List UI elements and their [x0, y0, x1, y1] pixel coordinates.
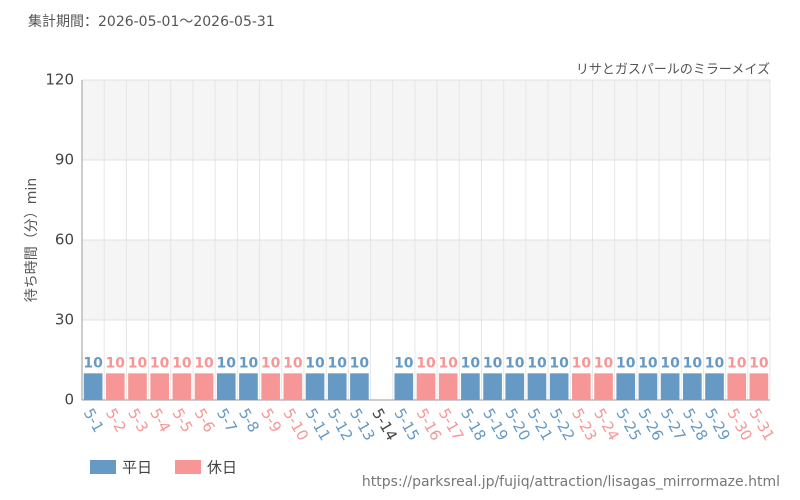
- value-label: 10: [594, 355, 614, 371]
- value-label: 10: [350, 355, 370, 371]
- bar: [549, 373, 569, 400]
- grid-band: [82, 80, 770, 160]
- y-tick-label: 60: [55, 231, 74, 249]
- bar: [616, 373, 636, 400]
- y-tick-label: 120: [45, 71, 74, 89]
- x-tick-label: 5-9: [257, 405, 285, 435]
- bar: [705, 373, 724, 400]
- bar: [416, 373, 436, 400]
- bar: [527, 373, 547, 400]
- value-label: 10: [705, 355, 725, 371]
- value-label: 10: [194, 355, 214, 371]
- value-label: 10: [483, 355, 503, 371]
- bar: [483, 373, 502, 400]
- x-tick-label: 5-3: [124, 405, 152, 435]
- value-label: 10: [261, 355, 281, 371]
- source: https://parksreal.jp/fujiq/attraction/li…: [362, 474, 780, 490]
- bar: [683, 373, 702, 400]
- value-label: 10: [305, 355, 325, 371]
- bar: [438, 373, 458, 400]
- bar: [172, 373, 192, 400]
- bar: [128, 373, 147, 400]
- bar: [194, 373, 214, 400]
- bar: [350, 373, 369, 400]
- value-label: 10: [128, 355, 148, 371]
- value-label: 10: [660, 355, 680, 371]
- value-label: 10: [172, 355, 192, 371]
- value-label: 10: [505, 355, 525, 371]
- chart-title: 集計期間：2026-05-01～2026-05-31: [28, 13, 275, 30]
- legend-swatch: [175, 460, 201, 474]
- bar: [461, 373, 480, 400]
- grid-band: [82, 240, 770, 320]
- value-label: 10: [217, 355, 237, 371]
- bar: [105, 373, 125, 400]
- bar: [239, 373, 258, 400]
- value-label: 10: [83, 355, 103, 371]
- value-label: 10: [394, 355, 414, 371]
- x-tick-label: 5-7: [213, 405, 241, 435]
- y-tick-label: 0: [64, 391, 74, 409]
- x-tick-label: 5-8: [235, 405, 263, 435]
- value-label: 10: [727, 355, 747, 371]
- value-label: 10: [438, 355, 458, 371]
- legend-label: 休日: [207, 459, 237, 477]
- y-axis-label: 待ち時間（分）min: [24, 178, 40, 302]
- bar: [638, 373, 658, 400]
- bar: [572, 373, 591, 400]
- value-label: 10: [461, 355, 481, 371]
- bar: [150, 373, 169, 400]
- x-tick-label: 5-4: [146, 405, 174, 435]
- value-label: 10: [106, 355, 126, 371]
- value-label: 10: [150, 355, 170, 371]
- bar: [660, 373, 680, 400]
- bar: [283, 373, 303, 400]
- value-label: 10: [749, 355, 769, 371]
- bar: [727, 373, 747, 400]
- bar: [505, 373, 525, 400]
- bar: [327, 373, 347, 400]
- value-label: 10: [327, 355, 347, 371]
- chart-subtitle: リサとガスパールのミラーメイズ: [576, 62, 770, 78]
- bar: [216, 373, 236, 400]
- value-label: 10: [683, 355, 703, 371]
- value-label: 10: [416, 355, 436, 371]
- value-label: 10: [239, 355, 259, 371]
- bar: [83, 373, 103, 400]
- x-tick-label: 5-5: [169, 405, 197, 435]
- value-label: 10: [572, 355, 592, 371]
- bar: [749, 373, 769, 400]
- y-tick-label: 90: [55, 151, 74, 169]
- bar: [394, 373, 414, 400]
- value-label: 10: [527, 355, 547, 371]
- x-tick-label: 5-6: [191, 405, 219, 435]
- x-tick-label: 5-1: [80, 405, 108, 435]
- value-label: 10: [616, 355, 636, 371]
- y-tick-label: 30: [55, 311, 74, 329]
- value-label: 10: [638, 355, 658, 371]
- value-label: 10: [283, 355, 303, 371]
- bar: [261, 373, 280, 400]
- x-tick-label: 5-2: [102, 405, 130, 435]
- bar: [594, 373, 613, 400]
- legend-label: 平日: [122, 459, 152, 477]
- value-label: 10: [549, 355, 569, 371]
- legend-swatch: [90, 460, 116, 474]
- bar: [305, 373, 325, 400]
